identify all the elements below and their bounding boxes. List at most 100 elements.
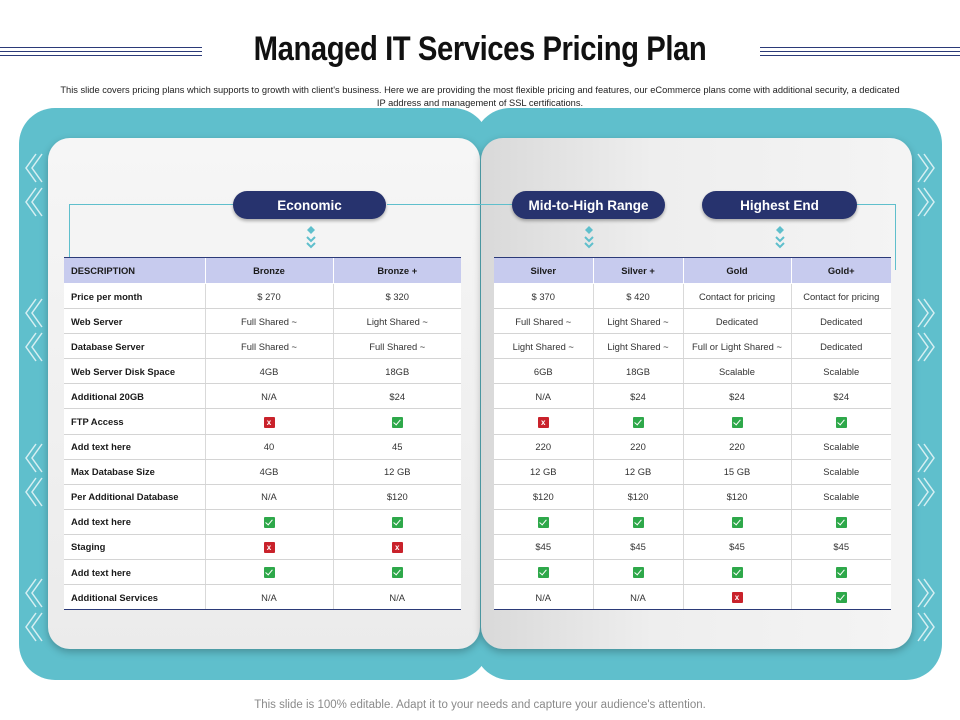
table-cell: Per Additional Database [64, 484, 205, 510]
table-cell [790, 584, 891, 611]
category-highest-end: Highest End [702, 191, 857, 219]
table-row [494, 559, 891, 586]
table-cell: Additional 20GB [64, 383, 205, 410]
cross-icon: x [391, 541, 403, 553]
table-cell: 220 [592, 434, 683, 460]
table-row: 12 GB 12 GB 15 GB Scalable [494, 459, 891, 485]
table-cell: N/A [494, 584, 593, 611]
table-cell: Add text here [64, 559, 205, 586]
table-cell: $120 [592, 484, 683, 510]
table-cell: x [332, 534, 461, 561]
table-cell: Contact for pricing [682, 283, 791, 310]
chevron-decoration-icon [22, 295, 44, 365]
table-cell: N/A [204, 484, 333, 510]
table-cell: Full Shared ~ [494, 308, 593, 335]
table-cell [682, 408, 791, 435]
table-cell: $120 [494, 484, 593, 510]
table-row: Add text here [64, 509, 461, 535]
table-cell [682, 509, 791, 535]
check-icon [391, 416, 403, 428]
table-cell: $120 [332, 484, 461, 510]
table-cell: N/A [592, 584, 683, 611]
table-row: Light Shared ~ Light Shared ~ Full or Ligh… [494, 333, 891, 360]
table-cell: Contact for pricing [790, 283, 891, 310]
table-cell [790, 559, 891, 586]
down-arrows-icon [583, 226, 595, 255]
table-cell: 45 [332, 434, 461, 460]
table-cell: Scalable [682, 358, 791, 385]
column-header: Bronze [204, 257, 333, 284]
table-row: Max Database Size 4GB 12 GB [64, 459, 461, 485]
table-cell: $120 [682, 484, 791, 510]
table-cell: 4GB [204, 358, 333, 385]
table-cell: 15 GB [682, 459, 791, 485]
table-cell: 12 GB [494, 459, 593, 485]
table-cell: N/A [332, 584, 461, 611]
table-row: $120 $120 $120 Scalable [494, 484, 891, 510]
table-cell [332, 408, 461, 435]
table-cell: Dedicated [682, 308, 791, 335]
chevron-decoration-icon [916, 150, 938, 220]
table-cell: x [204, 534, 333, 561]
table-cell: $24 [592, 383, 683, 410]
chevron-decoration-icon [916, 575, 938, 645]
check-icon [731, 516, 743, 528]
check-icon [263, 567, 275, 579]
check-icon [632, 567, 644, 579]
pricing-table-premium: Silver Silver + Gold Gold+ $ 370 $ 420 Contac… [494, 257, 891, 611]
table-cell [592, 408, 683, 435]
table-cell: Light Shared ~ [494, 333, 593, 360]
table-row: Price per month $ 270 $ 320 [64, 283, 461, 310]
table-cell: N/A [494, 383, 593, 410]
table-row: x [494, 408, 891, 435]
table-row: Additional 20GB N/A $24 [64, 383, 461, 410]
table-cell: Additional Services [64, 584, 205, 611]
table-cell: x [682, 584, 791, 611]
column-header: Silver + [592, 257, 683, 284]
table-cell: $24 [332, 383, 461, 410]
table-cell: $ 320 [332, 283, 461, 310]
table-row: Add text here [64, 559, 461, 586]
check-icon [731, 416, 743, 428]
table-cell: Dedicated [790, 333, 891, 360]
table-cell [682, 559, 791, 586]
table-cell: Web Server Disk Space [64, 358, 205, 385]
title-decoration-left [0, 47, 202, 61]
table-cell: Staging [64, 534, 205, 561]
table-cell [790, 408, 891, 435]
check-icon [731, 567, 743, 579]
title-decoration-right [760, 47, 960, 61]
column-header: Silver [494, 257, 593, 284]
table-cell [332, 509, 461, 535]
table-cell: Light Shared ~ [592, 333, 683, 360]
table-row: Database Server Full Shared ~ Full Shared … [64, 333, 461, 360]
chevron-decoration-icon [22, 575, 44, 645]
category-economic: Economic [233, 191, 386, 219]
connector-line [387, 204, 513, 205]
cross-icon: x [731, 592, 743, 604]
table-cell: 18GB [592, 358, 683, 385]
table-header-row: DESCRIPTION Bronze Bronze + [64, 257, 461, 284]
table-cell: Dedicated [790, 308, 891, 335]
table-cell: 18GB [332, 358, 461, 385]
table-cell: x [204, 408, 333, 435]
table-row: Web Server Full Shared ~ Light Shared ~ [64, 308, 461, 335]
table-cell [332, 559, 461, 586]
table-cell: 12 GB [332, 459, 461, 485]
table-cell: Full Shared ~ [204, 333, 333, 360]
table-cell [494, 509, 593, 535]
down-arrows-icon [305, 226, 317, 255]
table-cell: $ 420 [592, 283, 683, 310]
table-cell: $ 270 [204, 283, 333, 310]
table-cell: Scalable [790, 358, 891, 385]
table-cell: $45 [494, 534, 593, 561]
check-icon [632, 516, 644, 528]
table-header-row: Silver Silver + Gold Gold+ [494, 257, 891, 284]
cross-icon: x [263, 416, 275, 428]
table-row: N/A $24 $24 $24 [494, 383, 891, 410]
table-cell [790, 509, 891, 535]
table-cell: Web Server [64, 308, 205, 335]
table-cell: Add text here [64, 509, 205, 535]
table-cell: x [494, 408, 593, 435]
check-icon [835, 416, 847, 428]
